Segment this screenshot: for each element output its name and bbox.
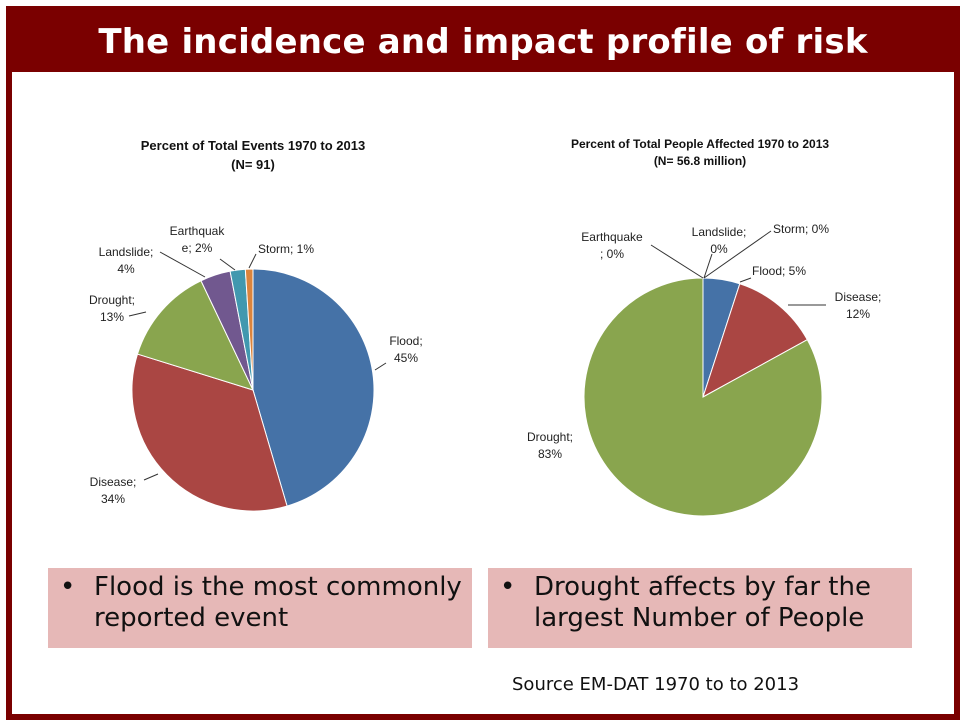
chart-2-label-flood: Flood; 5% bbox=[752, 264, 806, 278]
slide-title: The incidence and impact profile of risk bbox=[98, 22, 868, 62]
chart-1-label-drought: Drought; 13% bbox=[89, 293, 135, 324]
chart-1-subtitle: (N= 91) bbox=[231, 157, 275, 172]
chart-1-label-flood: Flood; 45% bbox=[389, 334, 422, 365]
chart-2-label-drought: Drought; 83% bbox=[527, 430, 573, 461]
bullet-dot: • bbox=[500, 572, 516, 602]
chart-2-subtitle: (N= 56.8 million) bbox=[654, 154, 746, 168]
chart-1-slice-drought bbox=[136, 280, 254, 391]
chart-1-slice-flood bbox=[252, 268, 375, 507]
chart-1-leader-landslide bbox=[159, 251, 206, 278]
chart-2-label-landslide: Landslide; 0% bbox=[692, 225, 747, 256]
source-note: Source EM-DAT 1970 to to 2013 bbox=[512, 674, 800, 695]
chart-2-label-earthquake: Earthquake; 0% bbox=[581, 230, 643, 261]
chart-2-leader-earthquake bbox=[650, 244, 704, 279]
chart-1-leader-flood bbox=[374, 362, 387, 371]
chart-2-label-disease: Disease; 12% bbox=[835, 290, 882, 321]
chart-1-leader-disease bbox=[143, 473, 159, 481]
chart-2-leader-landslide bbox=[703, 253, 713, 279]
chart-1-leader-drought bbox=[128, 311, 147, 317]
chart-2-title: Percent of Total People Affected 1970 to… bbox=[571, 137, 829, 151]
bullet-box-flood: • Flood is the most commonly reported ev… bbox=[48, 568, 472, 648]
chart-1-slice-disease bbox=[131, 353, 288, 512]
chart-1-leader-earthquake bbox=[219, 258, 236, 271]
chart-2-leader-flood bbox=[739, 277, 752, 283]
bullet-text-drought: Drought affects by far the largest Numbe… bbox=[534, 572, 871, 633]
chart-2-slice-disease bbox=[702, 283, 808, 399]
chart-2-slice-drought bbox=[583, 277, 823, 517]
pie-layer: Flood; 45% Disease; 34% Drought; 13% Landslide… bbox=[89, 222, 882, 517]
slide-frame: The incidence and impact profile of risk… bbox=[6, 6, 960, 720]
bullet-dot: • bbox=[60, 572, 76, 602]
chart-2-leader-storm bbox=[703, 230, 772, 279]
chart-1-leader-storm bbox=[248, 253, 257, 269]
title-bar: The incidence and impact profile of risk bbox=[12, 12, 954, 72]
chart-1-slice-storm bbox=[244, 268, 254, 391]
chart-1-label-storm: Storm; 1% bbox=[258, 242, 314, 256]
chart-1-label-earthquake: Earthquak e; 2% bbox=[170, 224, 226, 255]
bullet-text-flood: Flood is the most commonly reported even… bbox=[94, 572, 462, 633]
chart-2-label-storm: Storm; 0% bbox=[773, 222, 829, 236]
chart-1-label-disease: Disease; 34% bbox=[90, 475, 137, 506]
chart-1-label-landslide: Landslide; 4% bbox=[99, 245, 154, 276]
bullet-box-drought: • Drought affects by far the largest Num… bbox=[488, 568, 912, 648]
chart-1-title: Percent of Total Events 1970 to 2013 bbox=[141, 138, 365, 153]
